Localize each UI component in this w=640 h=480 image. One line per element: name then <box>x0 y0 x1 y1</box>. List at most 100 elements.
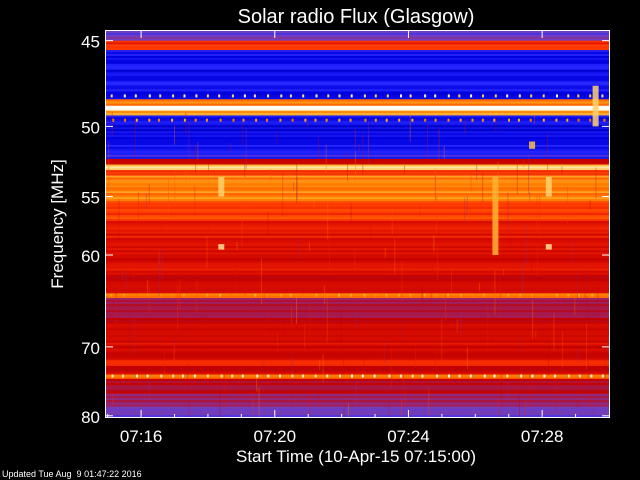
noise-streak <box>535 330 537 338</box>
noise-streak <box>111 111 113 137</box>
emission-dash <box>409 293 412 297</box>
noise-streak <box>245 128 247 170</box>
emission-dash <box>136 374 139 378</box>
emission-dash <box>520 374 523 378</box>
frequency-band <box>106 208 609 212</box>
emission-dash <box>448 374 450 378</box>
x-tick-label: 07:20 <box>254 427 297 446</box>
emission-dash <box>183 94 186 98</box>
emission-dash <box>590 374 593 378</box>
noise-streak <box>263 361 265 377</box>
emission-dash <box>459 118 462 122</box>
frequency-band <box>106 83 609 86</box>
frequency-band <box>106 383 609 386</box>
noise-streak <box>401 320 403 343</box>
emission-dash <box>434 293 437 297</box>
noise-streak <box>185 112 187 134</box>
noise-streak <box>478 282 480 291</box>
y-tick-label: 50 <box>81 118 100 137</box>
frequency-band <box>106 402 609 405</box>
noise-streak <box>466 196 468 213</box>
noise-streak <box>404 390 406 406</box>
noise-streak <box>205 309 206 353</box>
emission-dash <box>567 94 570 98</box>
noise-streak <box>422 287 424 311</box>
emission-dash <box>469 374 472 378</box>
frequency-band <box>106 48 609 51</box>
noise-streak <box>138 191 139 221</box>
noise-streak <box>432 255 433 280</box>
noise-streak <box>466 346 468 369</box>
frequency-band <box>106 55 609 59</box>
frequency-band <box>106 101 609 104</box>
emission-dash <box>409 94 412 98</box>
emission-dash <box>231 374 234 378</box>
noise-streak <box>456 319 458 334</box>
frequency-band <box>106 93 609 96</box>
noise-streak <box>421 281 423 302</box>
frequency-band <box>106 53 609 57</box>
emission-dash <box>148 118 151 122</box>
frequency-band <box>106 410 609 414</box>
noise-streak <box>561 166 563 174</box>
noise-streak <box>324 285 326 305</box>
emission-dash <box>291 118 294 122</box>
emission-dash <box>304 118 307 122</box>
noise-streak <box>476 162 478 181</box>
frequency-band <box>106 81 609 84</box>
emission-dash <box>471 293 474 297</box>
noise-streak <box>194 186 196 216</box>
emission-dash <box>266 293 269 297</box>
noise-streak <box>555 377 557 413</box>
noise-streak <box>168 177 169 220</box>
noise-streak <box>529 192 531 202</box>
noise-streak <box>296 161 298 204</box>
frequency-band <box>106 108 609 112</box>
frequency-band <box>106 179 609 182</box>
x-tick-label: 07:16 <box>120 427 163 446</box>
noise-streak <box>122 269 124 281</box>
noise-streak <box>443 146 445 159</box>
noise-streak <box>173 346 175 367</box>
noise-streak <box>539 195 541 238</box>
frequency-band <box>106 44 609 47</box>
noise-streak <box>355 151 356 185</box>
noise-streak <box>548 335 550 376</box>
emission-dash <box>326 293 329 297</box>
burst-event <box>545 244 552 250</box>
emission-dash <box>291 374 294 378</box>
noise-streak <box>507 192 509 233</box>
emission-dash <box>231 94 234 98</box>
noise-streak <box>495 115 497 133</box>
emission-dash <box>172 94 175 98</box>
emission-dash <box>493 293 496 297</box>
noise-streak <box>464 197 466 223</box>
frequency-band <box>106 266 609 270</box>
noise-streak <box>368 121 370 164</box>
noise-streak <box>498 258 500 291</box>
frequency-band <box>106 352 609 355</box>
noise-streak <box>258 387 260 417</box>
emission-dash <box>267 374 270 378</box>
noise-streak <box>415 344 416 368</box>
noise-streak <box>516 162 518 195</box>
noise-streak <box>343 398 345 417</box>
emission-dash <box>193 374 196 378</box>
frequency-band <box>106 303 609 307</box>
noise-streak <box>174 338 176 346</box>
noise-streak <box>296 294 297 324</box>
emission-dash <box>471 118 474 122</box>
frequency-band <box>106 365 609 369</box>
noise-streak <box>185 169 187 190</box>
frequency-band <box>106 322 609 325</box>
frequency-band <box>106 125 609 128</box>
noise-streak <box>436 244 438 281</box>
frequency-band <box>106 374 609 378</box>
emission-dash <box>110 94 113 98</box>
emission-dash <box>289 293 292 297</box>
noise-streak <box>427 124 428 161</box>
emission-dash <box>349 118 352 122</box>
noise-streak <box>148 183 150 204</box>
